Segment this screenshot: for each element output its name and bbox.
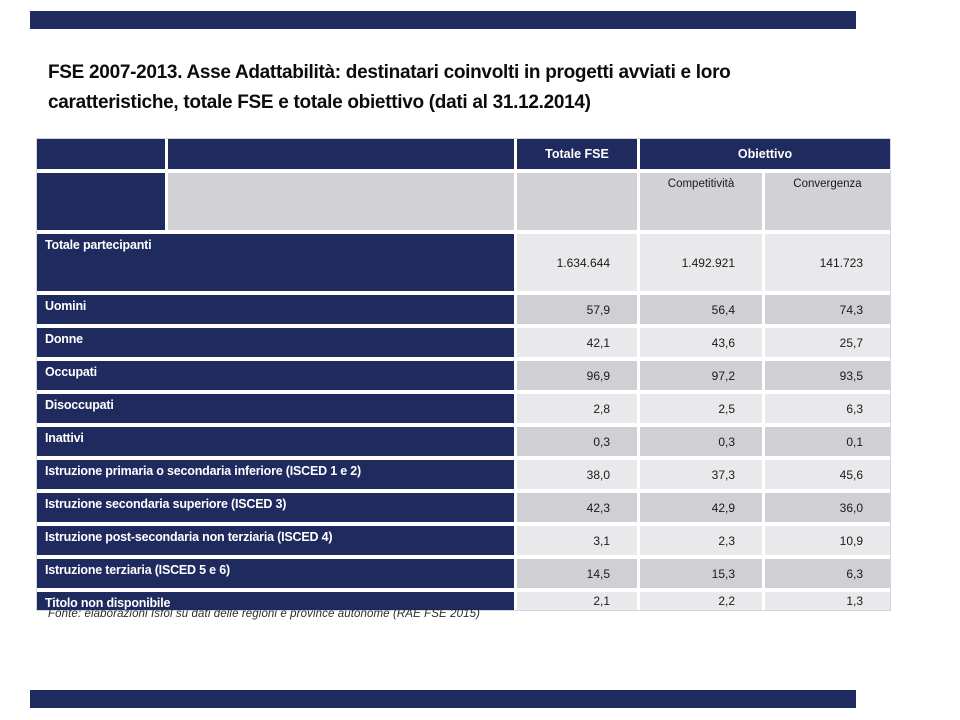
cell-value: 36,0	[765, 493, 890, 522]
cell-value: 57,9	[517, 295, 637, 324]
row-label-inattivi: Inattivi	[37, 427, 514, 456]
cell-value: 1.492.921	[640, 234, 762, 291]
cell-value: 1.634.644	[517, 234, 637, 291]
column-header-obiettivo: Obiettivo	[640, 139, 890, 169]
cell-value: 2,1	[517, 592, 637, 610]
source-note: Fonte: elaborazioni Isfol su dati delle …	[48, 608, 481, 620]
cell-value: 2,5	[640, 394, 762, 423]
cell-value: 38,0	[517, 460, 637, 489]
row-label-isced-1-2: Istruzione primaria o secondaria inferio…	[37, 460, 514, 489]
row-label-titolo-non-disponibile: Titolo non disponibile	[37, 592, 514, 610]
cell-value: 141.723	[765, 234, 890, 291]
cell-value: 56,4	[640, 295, 762, 324]
cell-value: 2,3	[640, 526, 762, 555]
cell-value: 0,3	[517, 427, 637, 456]
row-label-isced-5-6: Istruzione terziaria (ISCED 5 e 6)	[37, 559, 514, 588]
cell-value: 2,8	[517, 394, 637, 423]
cell-value: 43,6	[640, 328, 762, 357]
cell-value: 96,9	[517, 361, 637, 390]
page-title-line-2: caratteristiche, totale FSE e totale obi…	[48, 92, 591, 113]
row-label-uomini: Uomini	[37, 295, 514, 324]
cell-value: 74,3	[765, 295, 890, 324]
row-label-disoccupati: Disoccupati	[37, 394, 514, 423]
bottom-accent-bar	[30, 690, 856, 708]
cell-value: 42,9	[640, 493, 762, 522]
column-header-totale-fse: Totale FSE	[517, 139, 637, 169]
row-label-isced-3: Istruzione secondaria superiore (ISCED 3…	[37, 493, 514, 522]
top-accent-bar	[30, 11, 856, 29]
cell-value: 25,7	[765, 328, 890, 357]
header2-empty-cell-a	[37, 173, 165, 230]
cell-value: 3,1	[517, 526, 637, 555]
row-label-totale-partecipanti: Totale partecipanti	[37, 234, 514, 291]
cell-value: 14,5	[517, 559, 637, 588]
cell-value: 1,3	[765, 592, 890, 610]
cell-value: 0,1	[765, 427, 890, 456]
column-header-convergenza: Convergenza	[765, 173, 890, 230]
cell-value: 93,5	[765, 361, 890, 390]
cell-value: 15,3	[640, 559, 762, 588]
page-title-line-1: FSE 2007-2013. Asse Adattabilità: destin…	[48, 62, 731, 83]
data-table: Totale FSE Obiettivo Competitività Conve…	[36, 138, 891, 611]
cell-value: 45,6	[765, 460, 890, 489]
cell-value: 37,3	[640, 460, 762, 489]
cell-value: 10,9	[765, 526, 890, 555]
page-title: FSE 2007-2013. Asse Adattabilità: destin…	[48, 58, 848, 118]
cell-value: 0,3	[640, 427, 762, 456]
row-label-isced-4: Istruzione post-secondaria non terziaria…	[37, 526, 514, 555]
cell-value: 42,3	[517, 493, 637, 522]
cell-value: 6,3	[765, 559, 890, 588]
row-label-occupati: Occupati	[37, 361, 514, 390]
cell-value: 2,2	[640, 592, 762, 610]
cell-value: 6,3	[765, 394, 890, 423]
cell-value: 97,2	[640, 361, 762, 390]
header-empty-cell-b	[168, 139, 514, 169]
header2-empty-cell-b	[168, 173, 514, 230]
column-header-competitivita: Competitività	[640, 173, 762, 230]
row-label-donne: Donne	[37, 328, 514, 357]
cell-value: 42,1	[517, 328, 637, 357]
header-empty-cell-a	[37, 139, 165, 169]
header2-empty-cell-c	[517, 173, 637, 230]
